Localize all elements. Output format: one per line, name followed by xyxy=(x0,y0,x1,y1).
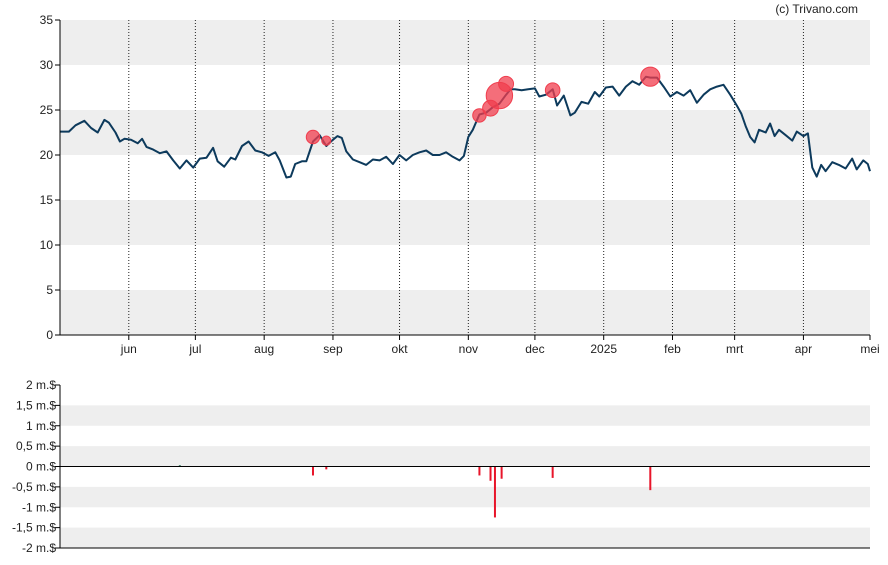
transaction-bar xyxy=(649,466,652,491)
x-tick-label: aug xyxy=(254,342,274,356)
price-grid-bands xyxy=(60,20,870,335)
transaction-bar xyxy=(551,466,554,478)
transaction-bar xyxy=(478,466,481,476)
trade-marker xyxy=(498,75,515,92)
y-tick-label: 25 xyxy=(40,103,54,117)
month-gridlines xyxy=(128,20,804,335)
x-tick-label: mei xyxy=(860,342,879,356)
transaction-bar xyxy=(500,466,503,479)
transaction-bar xyxy=(325,466,328,470)
y-tick-label: -1 m.$ xyxy=(22,500,56,514)
trade-marker xyxy=(544,82,561,98)
trade-marker xyxy=(305,129,321,145)
grid-band xyxy=(60,446,870,467)
y-tick-label: 35 xyxy=(40,13,54,27)
grid-band xyxy=(60,20,870,65)
y-tick-label: -2 m.$ xyxy=(22,541,56,555)
price-plot xyxy=(60,66,871,179)
price-series-line xyxy=(60,75,871,179)
y-tick-label: 1,5 m.$ xyxy=(16,398,56,412)
grid-band xyxy=(60,486,870,508)
y-tick-label: 5 xyxy=(46,283,53,297)
trade-marker xyxy=(472,108,487,123)
volume-grid-bands xyxy=(60,405,870,548)
y-tick-label: -0,5 m.$ xyxy=(12,480,56,494)
x-tick-label: mrt xyxy=(726,342,744,356)
x-tick-label: feb xyxy=(664,342,681,356)
x-tick-label: dec xyxy=(525,342,544,356)
x-tick-label: apr xyxy=(795,342,812,356)
grid-band xyxy=(60,527,870,548)
grid-band xyxy=(60,290,870,335)
y-tick-label: 2 m.$ xyxy=(26,378,56,392)
y-tick-label: 15 xyxy=(40,193,54,207)
trade-marker xyxy=(321,135,332,146)
y-tick-label: -1,5 m.$ xyxy=(12,521,56,535)
x-tick-label: sep xyxy=(323,342,343,356)
y-tick-label: 20 xyxy=(40,148,54,162)
transaction-bar xyxy=(493,466,496,518)
transaction-bar xyxy=(311,466,314,476)
y-tick-label: 1 m.$ xyxy=(26,419,56,433)
x-tick-label: jul xyxy=(188,342,201,356)
x-tick-label: jun xyxy=(120,342,137,356)
volume-axes: 2 m.$ 1,5 m.$ 1 m.$ 0,5 m.$ 0 m.$ -0,5 m.$ -1 … xyxy=(12,378,870,555)
y-tick-label: 30 xyxy=(40,58,54,72)
transaction-bar xyxy=(178,465,181,467)
x-tick-label: nov xyxy=(459,342,478,356)
y-tick-label: 0 m.$ xyxy=(26,460,56,474)
y-tick-label: 0,5 m.$ xyxy=(16,439,56,453)
y-tick-label: 0 xyxy=(46,328,53,342)
x-tick-label: okt xyxy=(392,342,409,356)
transaction-bar xyxy=(489,466,492,481)
grid-band xyxy=(60,200,870,245)
credit-label: (c) Trivano.com xyxy=(775,2,858,16)
price-axes: jun jul aug sep okt nov dec 2025 feb mrt apr mei051… xyxy=(40,13,880,356)
trade-marker xyxy=(640,66,661,87)
volume-plot xyxy=(178,465,652,518)
y-tick-label: 10 xyxy=(40,238,54,252)
grid-band xyxy=(60,405,870,426)
x-tick-label: 2025 xyxy=(590,342,617,356)
